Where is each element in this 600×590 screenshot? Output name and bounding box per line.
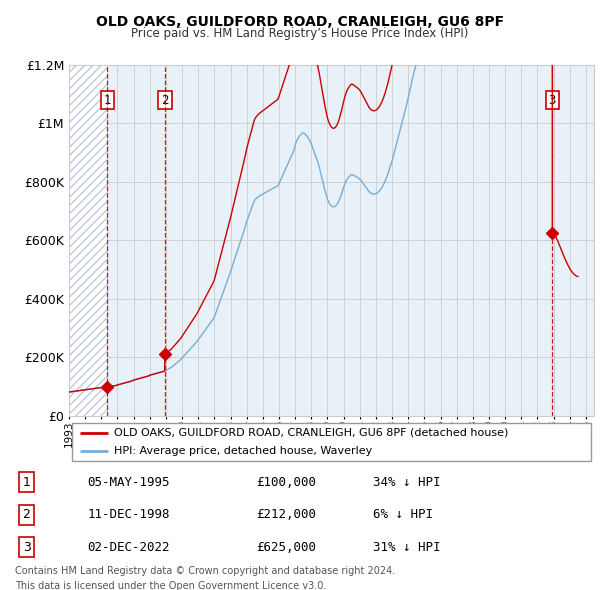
Text: 2: 2	[23, 508, 31, 522]
Text: 3: 3	[548, 93, 556, 107]
Text: 11-DEC-1998: 11-DEC-1998	[88, 508, 170, 522]
Bar	[69, 65, 107, 416]
Text: 05-MAY-1995: 05-MAY-1995	[88, 476, 170, 489]
Text: HPI: Average price, detached house, Waverley: HPI: Average price, detached house, Wave…	[113, 446, 372, 456]
Text: OLD OAKS, GUILDFORD ROAD, CRANLEIGH, GU6 8PF (detached house): OLD OAKS, GUILDFORD ROAD, CRANLEIGH, GU6…	[113, 428, 508, 438]
Text: 34% ↓ HPI: 34% ↓ HPI	[373, 476, 440, 489]
Text: Contains HM Land Registry data © Crown copyright and database right 2024.: Contains HM Land Registry data © Crown c…	[15, 566, 395, 576]
Text: 3: 3	[23, 540, 31, 554]
Text: 6% ↓ HPI: 6% ↓ HPI	[373, 508, 433, 522]
Bar	[107, 65, 594, 416]
FancyBboxPatch shape	[71, 423, 592, 461]
Text: £100,000: £100,000	[256, 476, 316, 489]
Text: 2: 2	[161, 93, 169, 107]
Text: £212,000: £212,000	[256, 508, 316, 522]
Text: Price paid vs. HM Land Registry’s House Price Index (HPI): Price paid vs. HM Land Registry’s House …	[131, 27, 469, 40]
Text: 1: 1	[104, 93, 111, 107]
Text: 02-DEC-2022: 02-DEC-2022	[88, 540, 170, 554]
Text: This data is licensed under the Open Government Licence v3.0.: This data is licensed under the Open Gov…	[15, 581, 326, 590]
Text: 31% ↓ HPI: 31% ↓ HPI	[373, 540, 440, 554]
Text: 1: 1	[23, 476, 31, 489]
Text: OLD OAKS, GUILDFORD ROAD, CRANLEIGH, GU6 8PF: OLD OAKS, GUILDFORD ROAD, CRANLEIGH, GU6…	[96, 15, 504, 29]
Text: £625,000: £625,000	[256, 540, 316, 554]
